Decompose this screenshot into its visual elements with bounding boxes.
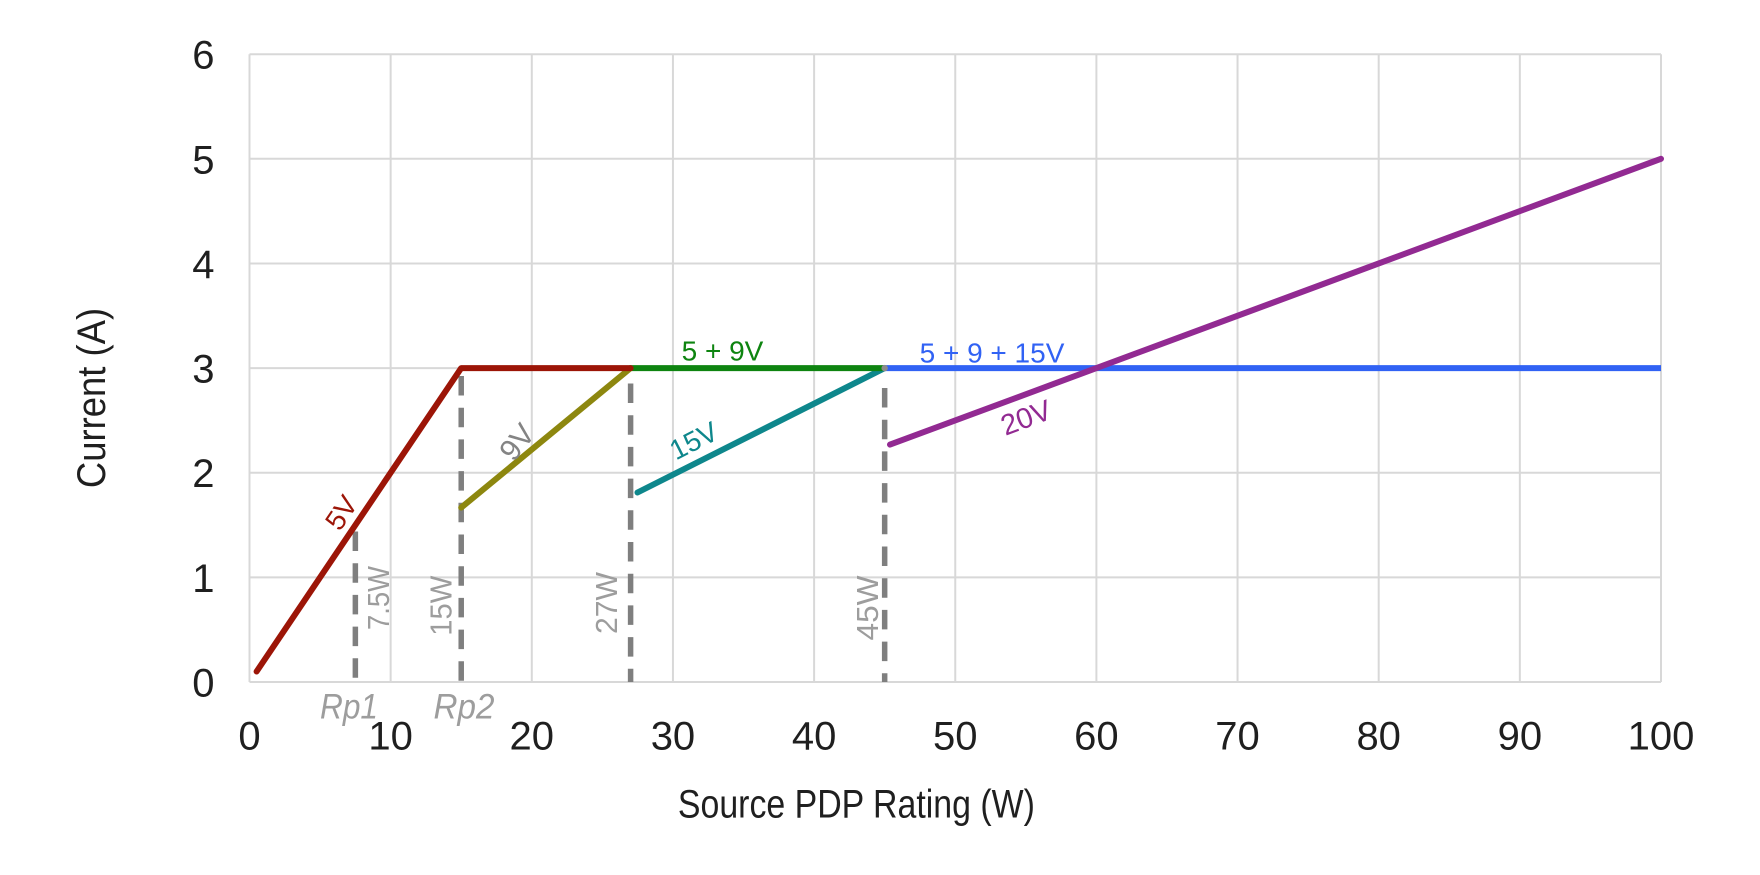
svg-text:45W: 45W bbox=[850, 575, 885, 641]
svg-text:30: 30 bbox=[651, 715, 696, 759]
svg-text:5: 5 bbox=[192, 138, 214, 182]
svg-text:5 + 9V: 5 + 9V bbox=[682, 336, 764, 367]
svg-text:20: 20 bbox=[510, 715, 555, 759]
svg-text:15W: 15W bbox=[424, 575, 459, 636]
svg-text:Rp1: Rp1 bbox=[320, 688, 378, 727]
svg-text:1: 1 bbox=[192, 557, 214, 601]
svg-text:3: 3 bbox=[192, 348, 214, 392]
svg-text:50: 50 bbox=[933, 715, 978, 759]
svg-text:7.5W: 7.5W bbox=[361, 565, 396, 630]
svg-text:70: 70 bbox=[1215, 715, 1260, 759]
svg-text:0: 0 bbox=[238, 715, 260, 759]
svg-text:Current (A): Current (A) bbox=[69, 308, 114, 488]
svg-text:27W: 27W bbox=[589, 571, 624, 634]
svg-text:90: 90 bbox=[1498, 715, 1543, 759]
svg-text:60: 60 bbox=[1074, 715, 1119, 759]
svg-text:10: 10 bbox=[368, 715, 413, 759]
svg-text:2: 2 bbox=[192, 452, 214, 496]
svg-text:40: 40 bbox=[792, 715, 837, 759]
svg-text:0: 0 bbox=[192, 662, 214, 706]
svg-text:4: 4 bbox=[192, 243, 214, 287]
svg-text:Rp2: Rp2 bbox=[434, 688, 495, 727]
svg-text:80: 80 bbox=[1356, 715, 1401, 759]
svg-text:5 + 9 + 15V: 5 + 9 + 15V bbox=[920, 338, 1065, 369]
svg-text:6: 6 bbox=[192, 34, 214, 78]
svg-text:Source PDP Rating (W): Source PDP Rating (W) bbox=[678, 781, 1035, 826]
svg-text:100: 100 bbox=[1628, 715, 1695, 759]
